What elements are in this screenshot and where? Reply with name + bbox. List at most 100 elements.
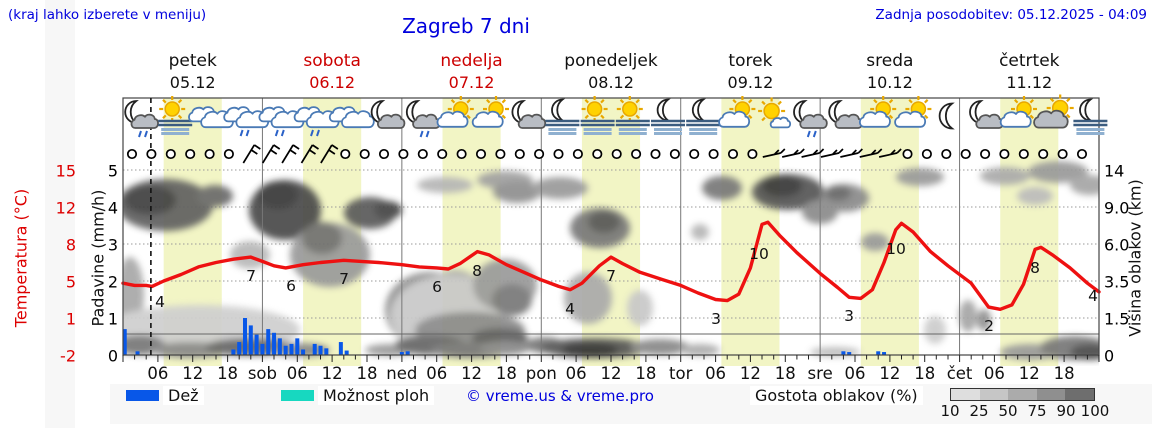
- time-tick-label: 06: [705, 364, 727, 383]
- weather-icon-sun-cloud: [859, 96, 897, 128]
- time-tick-label: sob: [247, 364, 278, 383]
- time-tick-label: sre: [807, 364, 833, 383]
- cloud-height-tick-value: 0: [1104, 346, 1115, 366]
- density-value: 25: [969, 402, 989, 420]
- cloud-density-gradient-bar: [950, 388, 1095, 401]
- time-tick-label: 12: [600, 364, 622, 383]
- weather-icon-sun-gray-cloud: [1033, 94, 1074, 129]
- time-tick-label: pon: [525, 364, 557, 383]
- time-tick-label: 06: [983, 364, 1005, 383]
- temp-tick-value: 12: [55, 198, 76, 218]
- svg-text:3: 3: [844, 307, 854, 325]
- copyright-link[interactable]: © vreme.us & vreme.pro: [466, 387, 654, 405]
- weather-icon-clouds: [328, 106, 375, 129]
- svg-text:4: 4: [565, 300, 575, 318]
- weather-icon-sun-cloud: [718, 96, 756, 128]
- weather-icon-row: [124, 94, 1108, 138]
- time-axis-ticks: [122, 355, 1100, 362]
- day-date: 05.12: [169, 73, 216, 92]
- temp-tick-value: 5: [65, 272, 76, 292]
- svg-text:8: 8: [472, 262, 482, 280]
- temp-tick-value: 15: [55, 161, 76, 181]
- weather-icon-sun-cloud: [999, 96, 1037, 128]
- time-tick-label: 12: [879, 364, 901, 383]
- density-value: 90: [1056, 402, 1076, 420]
- day-date: 06.12: [309, 73, 356, 92]
- density-value: 50: [998, 402, 1018, 420]
- density-gradient-cell: [1008, 389, 1037, 400]
- precip-tick-value: 4: [107, 198, 118, 218]
- rain-legend-swatch: [126, 390, 159, 401]
- time-tick-label: 06: [844, 364, 866, 383]
- bg-strip-left: [45, 0, 75, 428]
- time-tick-label: 06: [286, 364, 308, 383]
- weather-icon-moon-cloud: [511, 100, 547, 129]
- weather-icon-sun-fog: [615, 96, 650, 135]
- temp-tick-value: 1: [65, 309, 76, 329]
- day-header-sobota: sobota 06.12: [257, 51, 407, 93]
- weather-icon-moon-fog: [686, 98, 721, 135]
- time-tick-label: 12: [1018, 364, 1040, 383]
- day-date: 07.12: [448, 73, 495, 92]
- weather-icon-moon-fog: [1073, 98, 1108, 135]
- time-tick-label: 12: [739, 364, 761, 383]
- cloud-height-tick-value: 14: [1104, 161, 1125, 181]
- weather-icon-moon-fog: [651, 98, 685, 135]
- day-date: 08.12: [588, 73, 634, 92]
- time-tick-label: 18: [217, 364, 239, 383]
- day-boundary-lines: [261, 98, 961, 355]
- weather-icon-sun-cloud: [894, 96, 932, 128]
- precip-tick-value: 5: [107, 161, 118, 181]
- weather-icon-sun-small-cloud: [758, 97, 792, 129]
- day-name: nedelja: [440, 51, 503, 71]
- day-header-petek: petek 05.12: [118, 51, 268, 93]
- day-name: petek: [168, 51, 217, 71]
- rain-bars: [123, 318, 887, 355]
- rain-legend-label: Dež: [163, 386, 204, 405]
- precip-tick-value: 0: [107, 346, 118, 366]
- legend-row: Dež Možnost ploh © vreme.us & vreme.pro …: [0, 384, 1152, 428]
- weather-icon-moon-fog: [545, 98, 580, 135]
- weather-icon-sun-cloud: [471, 96, 509, 128]
- density-gradient-cell: [1036, 389, 1066, 400]
- day-date: 11.12: [1006, 73, 1053, 92]
- weather-icon-moon-cloud: [828, 100, 863, 129]
- cloud-height-tick-value: 3.5: [1104, 272, 1130, 292]
- svg-text:7: 7: [339, 270, 349, 288]
- time-tick-label: 12: [321, 364, 343, 383]
- day-header-četrtek: četrtek 11.12: [954, 51, 1104, 93]
- last-update-text: Zadnja posodobitev: 05.12.2025 - 04:09: [875, 7, 1147, 23]
- day-name: sobota: [303, 51, 361, 71]
- weather-icon-sun-cloud: [436, 96, 474, 128]
- cloud-height-tick-value: 1.5: [1104, 309, 1130, 329]
- weather-icon-moon-cloud: [969, 100, 1004, 129]
- day-header-torek: torek 09.12: [675, 51, 825, 93]
- weather-icon-moon-cloud-rain: [405, 100, 441, 138]
- location-hint: (kraj lahko izberete v meniju): [8, 7, 207, 23]
- day-date: 09.12: [727, 73, 774, 92]
- cloud-height-tick-value: 6.0: [1104, 235, 1130, 255]
- svg-text:4: 4: [1088, 287, 1098, 305]
- day-date: 10.12: [866, 73, 913, 92]
- time-tick-label: 06: [426, 364, 448, 383]
- density-value: 10: [940, 402, 960, 420]
- svg-text:4: 4: [155, 293, 165, 311]
- time-tick-label: 18: [1053, 364, 1075, 383]
- time-tick-label: čet: [946, 364, 973, 383]
- svg-text:3: 3: [711, 310, 721, 328]
- density-value: 100: [1080, 402, 1110, 420]
- day-header-ponedeljek: ponedeljek 08.12: [536, 51, 686, 93]
- day-name: torek: [728, 51, 773, 71]
- cloud-density-legend-label: Gostota oblakov (%): [750, 386, 923, 405]
- time-tick-label: 18: [774, 364, 796, 383]
- cloud-height-tick-value: 9.0: [1104, 198, 1130, 218]
- temp-tick-value: 8: [65, 235, 76, 255]
- time-tick-label: 18: [635, 364, 657, 383]
- showers-legend-swatch: [281, 390, 314, 401]
- svg-text:10: 10: [749, 245, 769, 263]
- weather-icon-sun-fog: [580, 96, 615, 135]
- precip-tick-value: 1: [107, 309, 118, 329]
- time-tick-label: 18: [495, 364, 517, 383]
